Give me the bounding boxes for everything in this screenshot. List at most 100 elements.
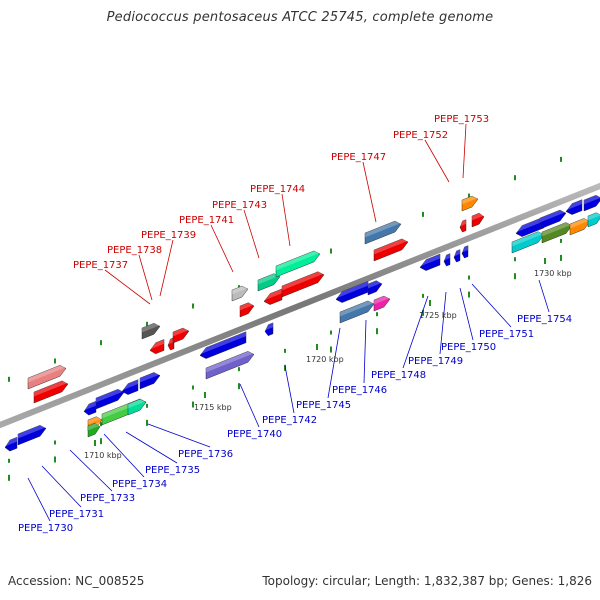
gene-label: PEPE_1746 xyxy=(332,385,387,396)
tick-dot xyxy=(54,456,56,463)
scale-tick-label: 1715 kbp xyxy=(194,403,232,412)
gene-label: PEPE_1749 xyxy=(408,356,463,367)
gene-arrow xyxy=(87,421,101,438)
tick-dot xyxy=(54,358,56,364)
gene-arrow xyxy=(239,300,255,318)
gene-label: PEPE_1745 xyxy=(296,400,351,411)
gene-label: PEPE_1748 xyxy=(371,370,426,381)
gene-labels: PEPE_1737 PEPE_1738 PEPE_1739 PEPE_1741 PEPE… xyxy=(18,114,572,534)
scale-tick-mark xyxy=(316,344,318,350)
label-connector xyxy=(402,295,429,369)
tick-dot xyxy=(330,330,332,335)
tick-dot xyxy=(560,254,562,261)
gene-arrow xyxy=(453,249,461,263)
label-connectors xyxy=(27,123,550,522)
label-connector xyxy=(424,139,450,183)
scale-tick-mark xyxy=(429,300,431,306)
tick-dot xyxy=(468,275,470,280)
gene-arrow xyxy=(121,379,139,395)
tick-dot xyxy=(192,385,194,390)
gene-arrow xyxy=(17,422,47,446)
gene-arrow xyxy=(172,325,190,344)
gene-arrow xyxy=(281,269,325,298)
gene-label: PEPE_1730 xyxy=(18,523,73,534)
gene-arrow xyxy=(149,339,165,355)
gene-arrow xyxy=(471,211,485,228)
gene-arrow xyxy=(511,229,545,254)
gene-arrow xyxy=(367,278,383,296)
gene-arrow xyxy=(4,436,18,452)
tick-dot xyxy=(100,340,102,346)
tick-dot xyxy=(238,383,240,390)
gene-label: PEPE_1741 xyxy=(179,215,234,226)
label-connector xyxy=(538,279,550,313)
scale-tick-mark xyxy=(544,258,546,264)
scale-tick-label: 1720 kbp xyxy=(306,355,344,364)
gene-arrow xyxy=(459,219,467,233)
gene-arrow xyxy=(27,362,67,390)
gene-arrow xyxy=(33,378,69,404)
label-connector xyxy=(27,477,51,522)
gene-label: PEPE_1731 xyxy=(49,509,104,520)
tick-dot xyxy=(284,348,286,353)
gene-arrow xyxy=(264,322,274,336)
label-connector xyxy=(210,224,234,273)
gene-arrow xyxy=(339,298,375,324)
label-connector xyxy=(104,269,151,305)
gene-arrow xyxy=(539,207,567,230)
tick-dot xyxy=(514,273,516,280)
label-connector xyxy=(69,449,113,492)
label-connector xyxy=(284,365,295,414)
gene-arrow xyxy=(199,331,247,359)
gene-arrow xyxy=(461,193,479,212)
gene-arrow xyxy=(231,283,249,302)
label-connector xyxy=(362,161,377,223)
label-connector xyxy=(159,239,174,297)
label-connector xyxy=(281,193,291,247)
tick-dot xyxy=(100,438,102,445)
gene-arrow xyxy=(275,248,321,278)
gene-label: PEPE_1738 xyxy=(107,245,162,256)
gene-arrow xyxy=(443,253,451,267)
gene-arrow xyxy=(373,293,391,312)
gene-label: PEPE_1740 xyxy=(227,429,282,440)
gene-arrow xyxy=(127,396,147,416)
scale-tick-mark xyxy=(204,392,206,398)
tick-dot xyxy=(376,312,378,317)
label-connector xyxy=(138,254,153,301)
gene-label: PEPE_1735 xyxy=(145,465,200,476)
gene-label: PEPE_1751 xyxy=(479,329,534,340)
tick-dot xyxy=(330,248,332,254)
gene-label: PEPE_1752 xyxy=(393,130,448,141)
gene-arrow xyxy=(83,400,97,416)
gene-label: PEPE_1754 xyxy=(517,314,572,325)
scale-ticks: 1710 kbp 1715 kbp 1720 kbp 1725 kbp 1730 kbp xyxy=(84,258,572,460)
gene-arrow xyxy=(141,320,161,340)
tick-dot xyxy=(8,376,10,382)
gene-arrow xyxy=(139,370,161,390)
label-connector xyxy=(459,287,474,341)
tick-dot xyxy=(238,367,240,372)
label-connector xyxy=(125,431,178,464)
gene-arrow xyxy=(587,210,600,228)
scale-tick-label: 1710 kbp xyxy=(84,451,122,460)
gene-label: PEPE_1742 xyxy=(262,415,317,426)
gene-label: PEPE_1743 xyxy=(212,200,267,211)
tick-dot xyxy=(422,293,424,298)
gene-arrow xyxy=(205,348,255,380)
gene-arrow xyxy=(364,218,402,245)
gene-arrow xyxy=(541,220,573,244)
tick-dot xyxy=(422,309,424,316)
label-connector xyxy=(327,327,341,399)
scale-tick-mark xyxy=(94,440,96,446)
label-connector xyxy=(462,123,467,179)
tick-dot xyxy=(8,458,10,463)
label-connector xyxy=(439,291,447,355)
tick-dot xyxy=(422,211,424,217)
genome-backbone xyxy=(0,182,600,429)
tick-dot xyxy=(376,328,378,335)
label-connector xyxy=(243,209,260,259)
gene-arrow xyxy=(419,253,441,271)
tick-dot xyxy=(146,419,148,426)
